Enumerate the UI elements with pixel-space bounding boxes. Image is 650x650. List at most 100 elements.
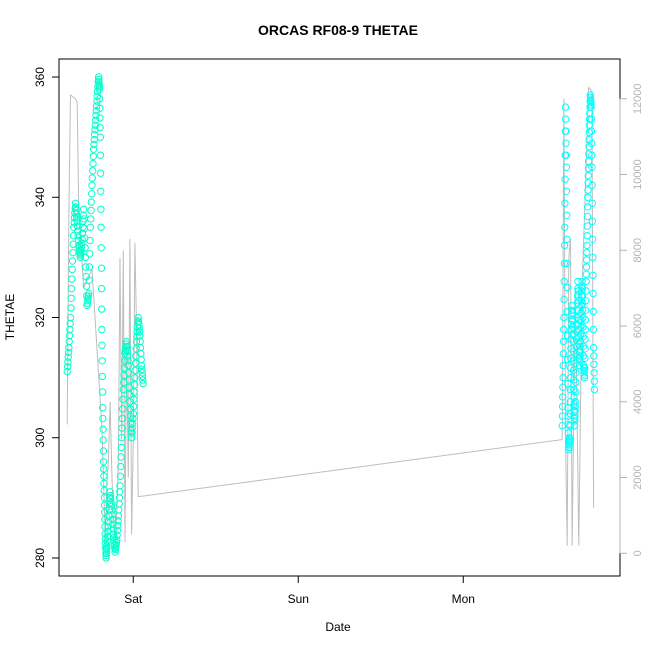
data-point (135, 324, 143, 332)
data-point (93, 92, 102, 101)
data-point (562, 115, 570, 123)
data-point (102, 547, 111, 555)
data-point (87, 215, 95, 223)
data-point (64, 353, 72, 361)
data-point (566, 434, 574, 442)
data-point (73, 217, 81, 226)
data-point (98, 305, 106, 313)
data-point (590, 360, 598, 369)
data-point (572, 369, 580, 377)
data-point (97, 187, 105, 196)
data-point (85, 263, 94, 271)
data-point (81, 253, 90, 262)
y2-tick-label: 8000 (632, 238, 644, 262)
data-point (117, 453, 125, 461)
data-point (590, 385, 599, 394)
data-point (95, 83, 104, 91)
data-point (96, 123, 104, 132)
data-point (114, 517, 122, 525)
data-point (130, 388, 138, 396)
data-point (96, 114, 104, 122)
data-point (574, 316, 583, 324)
data-point (69, 232, 78, 240)
data-point (86, 223, 95, 232)
data-point (109, 520, 117, 528)
data-point (583, 222, 591, 230)
data-point (559, 349, 568, 358)
data-point (561, 103, 570, 111)
data-point (89, 145, 98, 153)
data-point (98, 325, 106, 334)
data-point (571, 417, 579, 425)
data-point (119, 395, 127, 403)
data-point (84, 297, 92, 305)
data-point (88, 181, 96, 189)
data-point (106, 491, 115, 500)
data-point (579, 333, 587, 341)
y-axis-right: 0 2000 4000 6000 8000 10000 12000 (619, 83, 644, 556)
data-point (578, 277, 586, 286)
data-point (562, 163, 571, 171)
data-point (113, 536, 121, 544)
data-point (129, 402, 138, 411)
data-point (583, 212, 592, 221)
data-point (102, 551, 110, 560)
data-point (127, 434, 136, 442)
data-point (117, 443, 126, 452)
data-point (126, 398, 134, 406)
data-point (559, 383, 567, 391)
data-point (581, 345, 589, 353)
data-point (139, 379, 147, 388)
data-point (83, 299, 92, 307)
data-point (77, 246, 85, 254)
data-point (99, 436, 107, 444)
data-point (138, 372, 147, 381)
data-point (572, 378, 580, 387)
y-tick-label: 340 (33, 187, 47, 207)
data-point (64, 348, 73, 357)
data-point (95, 85, 104, 93)
data-point (117, 462, 125, 471)
data-point (567, 354, 575, 363)
data-point (560, 277, 568, 286)
data-point (569, 366, 578, 375)
data-point (120, 371, 128, 379)
data-point (90, 140, 98, 149)
data-point (565, 446, 573, 454)
data-point (73, 214, 81, 222)
data-point (95, 78, 103, 86)
y2-tick-label: 10000 (632, 159, 644, 190)
data-point (102, 554, 110, 562)
y-axis-label: THETAE (3, 294, 17, 340)
thetae-point-series (63, 73, 599, 562)
data-point (89, 167, 97, 175)
data-point (583, 248, 591, 257)
data-point (67, 284, 76, 293)
data-point (63, 367, 71, 376)
data-point (562, 187, 571, 196)
data-point (119, 405, 127, 413)
data-point (94, 73, 103, 81)
data-point (567, 335, 575, 343)
data-point (68, 265, 76, 274)
data-point (64, 358, 72, 366)
data-point (587, 139, 596, 147)
data-point (96, 104, 104, 113)
data-point (570, 385, 578, 394)
data-point (97, 284, 106, 293)
data-point (138, 369, 146, 377)
data-point (134, 317, 143, 325)
y-tick-label: 300 (33, 427, 47, 447)
data-point (130, 381, 139, 389)
data-point (589, 307, 597, 316)
data-point (558, 402, 567, 411)
x-axis-label: Date (325, 620, 351, 634)
data-point (562, 127, 570, 135)
data-point (588, 235, 597, 244)
data-point (573, 321, 581, 329)
data-point (589, 253, 597, 262)
data-point (107, 502, 116, 510)
data-point (108, 515, 117, 524)
data-point (589, 271, 597, 280)
data-point (81, 244, 89, 252)
